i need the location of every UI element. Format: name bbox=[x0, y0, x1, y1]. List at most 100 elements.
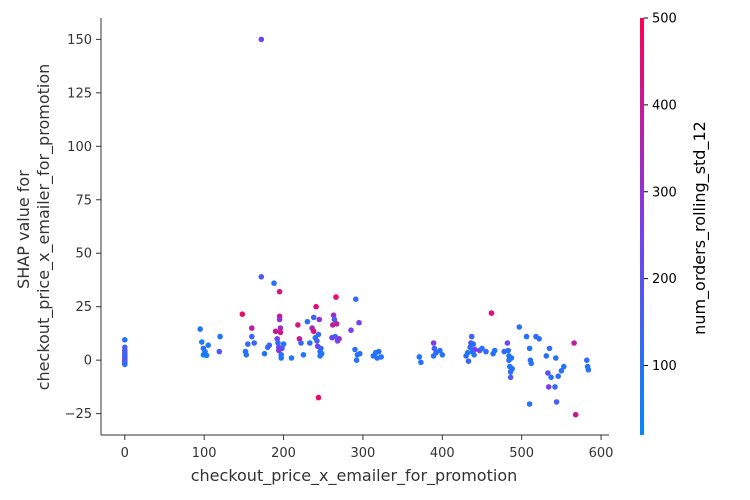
scatter-point bbox=[310, 328, 317, 335]
scatter-point bbox=[472, 346, 478, 353]
scatter-point bbox=[280, 341, 287, 347]
scatter-point bbox=[572, 411, 579, 418]
y-tick-label: 25 bbox=[75, 300, 92, 315]
scatter-point bbox=[251, 340, 257, 346]
scatter-point bbox=[315, 331, 322, 338]
y-tick-label: 75 bbox=[75, 193, 92, 208]
scatter-point bbox=[561, 363, 567, 370]
x-tick-label: 500 bbox=[509, 446, 534, 461]
colorbar-tick-label: 200 bbox=[652, 272, 677, 287]
x-tick-label: 0 bbox=[121, 446, 129, 461]
x-tick-label: 600 bbox=[589, 446, 614, 461]
y-tick-label: 0 bbox=[84, 354, 92, 369]
scatter-point bbox=[300, 352, 307, 358]
scatter-point bbox=[276, 316, 283, 323]
x-tick-label: 100 bbox=[192, 446, 217, 461]
scatter-point bbox=[266, 342, 273, 349]
y-tick-label: 150 bbox=[67, 33, 92, 48]
scatter-point bbox=[197, 326, 203, 332]
scatter-point bbox=[430, 340, 437, 346]
colorbar-tick-label: 300 bbox=[652, 185, 677, 200]
scatter-point bbox=[277, 325, 284, 331]
scatter-point bbox=[272, 328, 279, 335]
scatter-point bbox=[122, 337, 128, 343]
scatter-point bbox=[298, 340, 304, 346]
scatter-point bbox=[523, 333, 530, 340]
scatter-point bbox=[357, 350, 363, 357]
colorbar-tick-label: 100 bbox=[652, 359, 677, 374]
scatter-point bbox=[216, 348, 223, 355]
scatter-point bbox=[548, 374, 554, 381]
y-axis-label: SHAP value for checkout_price_x_emailer_… bbox=[14, 64, 54, 391]
scatter-point bbox=[545, 370, 551, 376]
scatter-point bbox=[217, 333, 223, 340]
scatter-point bbox=[378, 354, 385, 360]
x-tick-label: 200 bbox=[271, 446, 296, 461]
scatter-point bbox=[545, 384, 552, 390]
scatter-point bbox=[509, 365, 515, 372]
scatter-point bbox=[464, 349, 471, 356]
scatter-point bbox=[536, 336, 542, 342]
x-tick-label: 300 bbox=[351, 446, 376, 461]
scatter-point bbox=[277, 329, 284, 336]
colorbar-ticks: 100 200 300 400 500 bbox=[644, 12, 677, 374]
scatter-point bbox=[508, 355, 515, 361]
scatter-point bbox=[288, 355, 295, 361]
scatter-point bbox=[249, 325, 255, 331]
axes: 0 100 200 300 400 500 600 −25 0 25 50 75 100 125 150 bbox=[65, 18, 614, 461]
scatter-point bbox=[258, 36, 265, 43]
scatter-point bbox=[330, 312, 337, 319]
colorbar: 100 200 300 400 500 num_orders_rolling_std_1… bbox=[640, 12, 710, 435]
scatter-point bbox=[505, 347, 512, 354]
scatter-point bbox=[418, 359, 424, 366]
scatter-point bbox=[439, 352, 446, 358]
scatter-point bbox=[431, 345, 438, 352]
scatter-point bbox=[571, 340, 577, 346]
scatter-point bbox=[516, 324, 523, 330]
scatter-point bbox=[258, 274, 265, 280]
scatter-point bbox=[471, 352, 477, 358]
scatter-point bbox=[122, 361, 128, 368]
scatter-point bbox=[553, 399, 560, 405]
scatter-point bbox=[356, 319, 362, 326]
scatter-point bbox=[465, 358, 472, 365]
scatter-point bbox=[304, 318, 311, 325]
scatter-point bbox=[329, 334, 335, 341]
scatter-point bbox=[353, 296, 359, 303]
scatter-point bbox=[558, 368, 565, 374]
scatter-point bbox=[470, 341, 477, 347]
scatter-point bbox=[488, 310, 495, 316]
scatter-point bbox=[203, 352, 210, 359]
scatter-point bbox=[279, 345, 285, 352]
y-axis-label-line-2: checkout_price_x_emailer_for_promotion bbox=[34, 64, 54, 391]
scatter-point bbox=[271, 280, 277, 287]
scatter-point bbox=[483, 348, 489, 355]
scatter-point bbox=[552, 384, 558, 390]
scatter-point bbox=[318, 350, 325, 357]
y-axis-label-line-1: SHAP value for bbox=[14, 170, 33, 289]
scatter-point bbox=[352, 346, 358, 353]
scatter-point bbox=[199, 339, 205, 345]
scatter-point bbox=[507, 374, 514, 381]
scatter-point bbox=[249, 333, 255, 340]
scatter-point bbox=[437, 347, 443, 354]
colorbar-tick-label: 400 bbox=[652, 98, 677, 113]
scatter-point bbox=[546, 345, 553, 352]
scatter-point bbox=[353, 357, 360, 364]
scatter-point bbox=[468, 333, 475, 340]
scatter-point bbox=[307, 340, 313, 346]
scatter-point bbox=[491, 347, 498, 354]
scatter-point bbox=[274, 336, 281, 342]
scatter-point bbox=[555, 373, 561, 380]
scatter-point bbox=[504, 340, 511, 346]
scatter-point bbox=[318, 345, 324, 352]
scatter-point bbox=[243, 352, 250, 358]
scatter-point bbox=[526, 345, 533, 352]
scatter-point bbox=[205, 342, 211, 349]
scatter-point bbox=[348, 327, 354, 334]
scatter-point bbox=[333, 294, 339, 300]
scatter-point bbox=[310, 314, 317, 321]
scatter-point bbox=[261, 350, 268, 357]
x-axis-label: checkout_price_x_emailer_for_promotion bbox=[191, 466, 518, 486]
y-tick-label: 50 bbox=[75, 247, 92, 262]
